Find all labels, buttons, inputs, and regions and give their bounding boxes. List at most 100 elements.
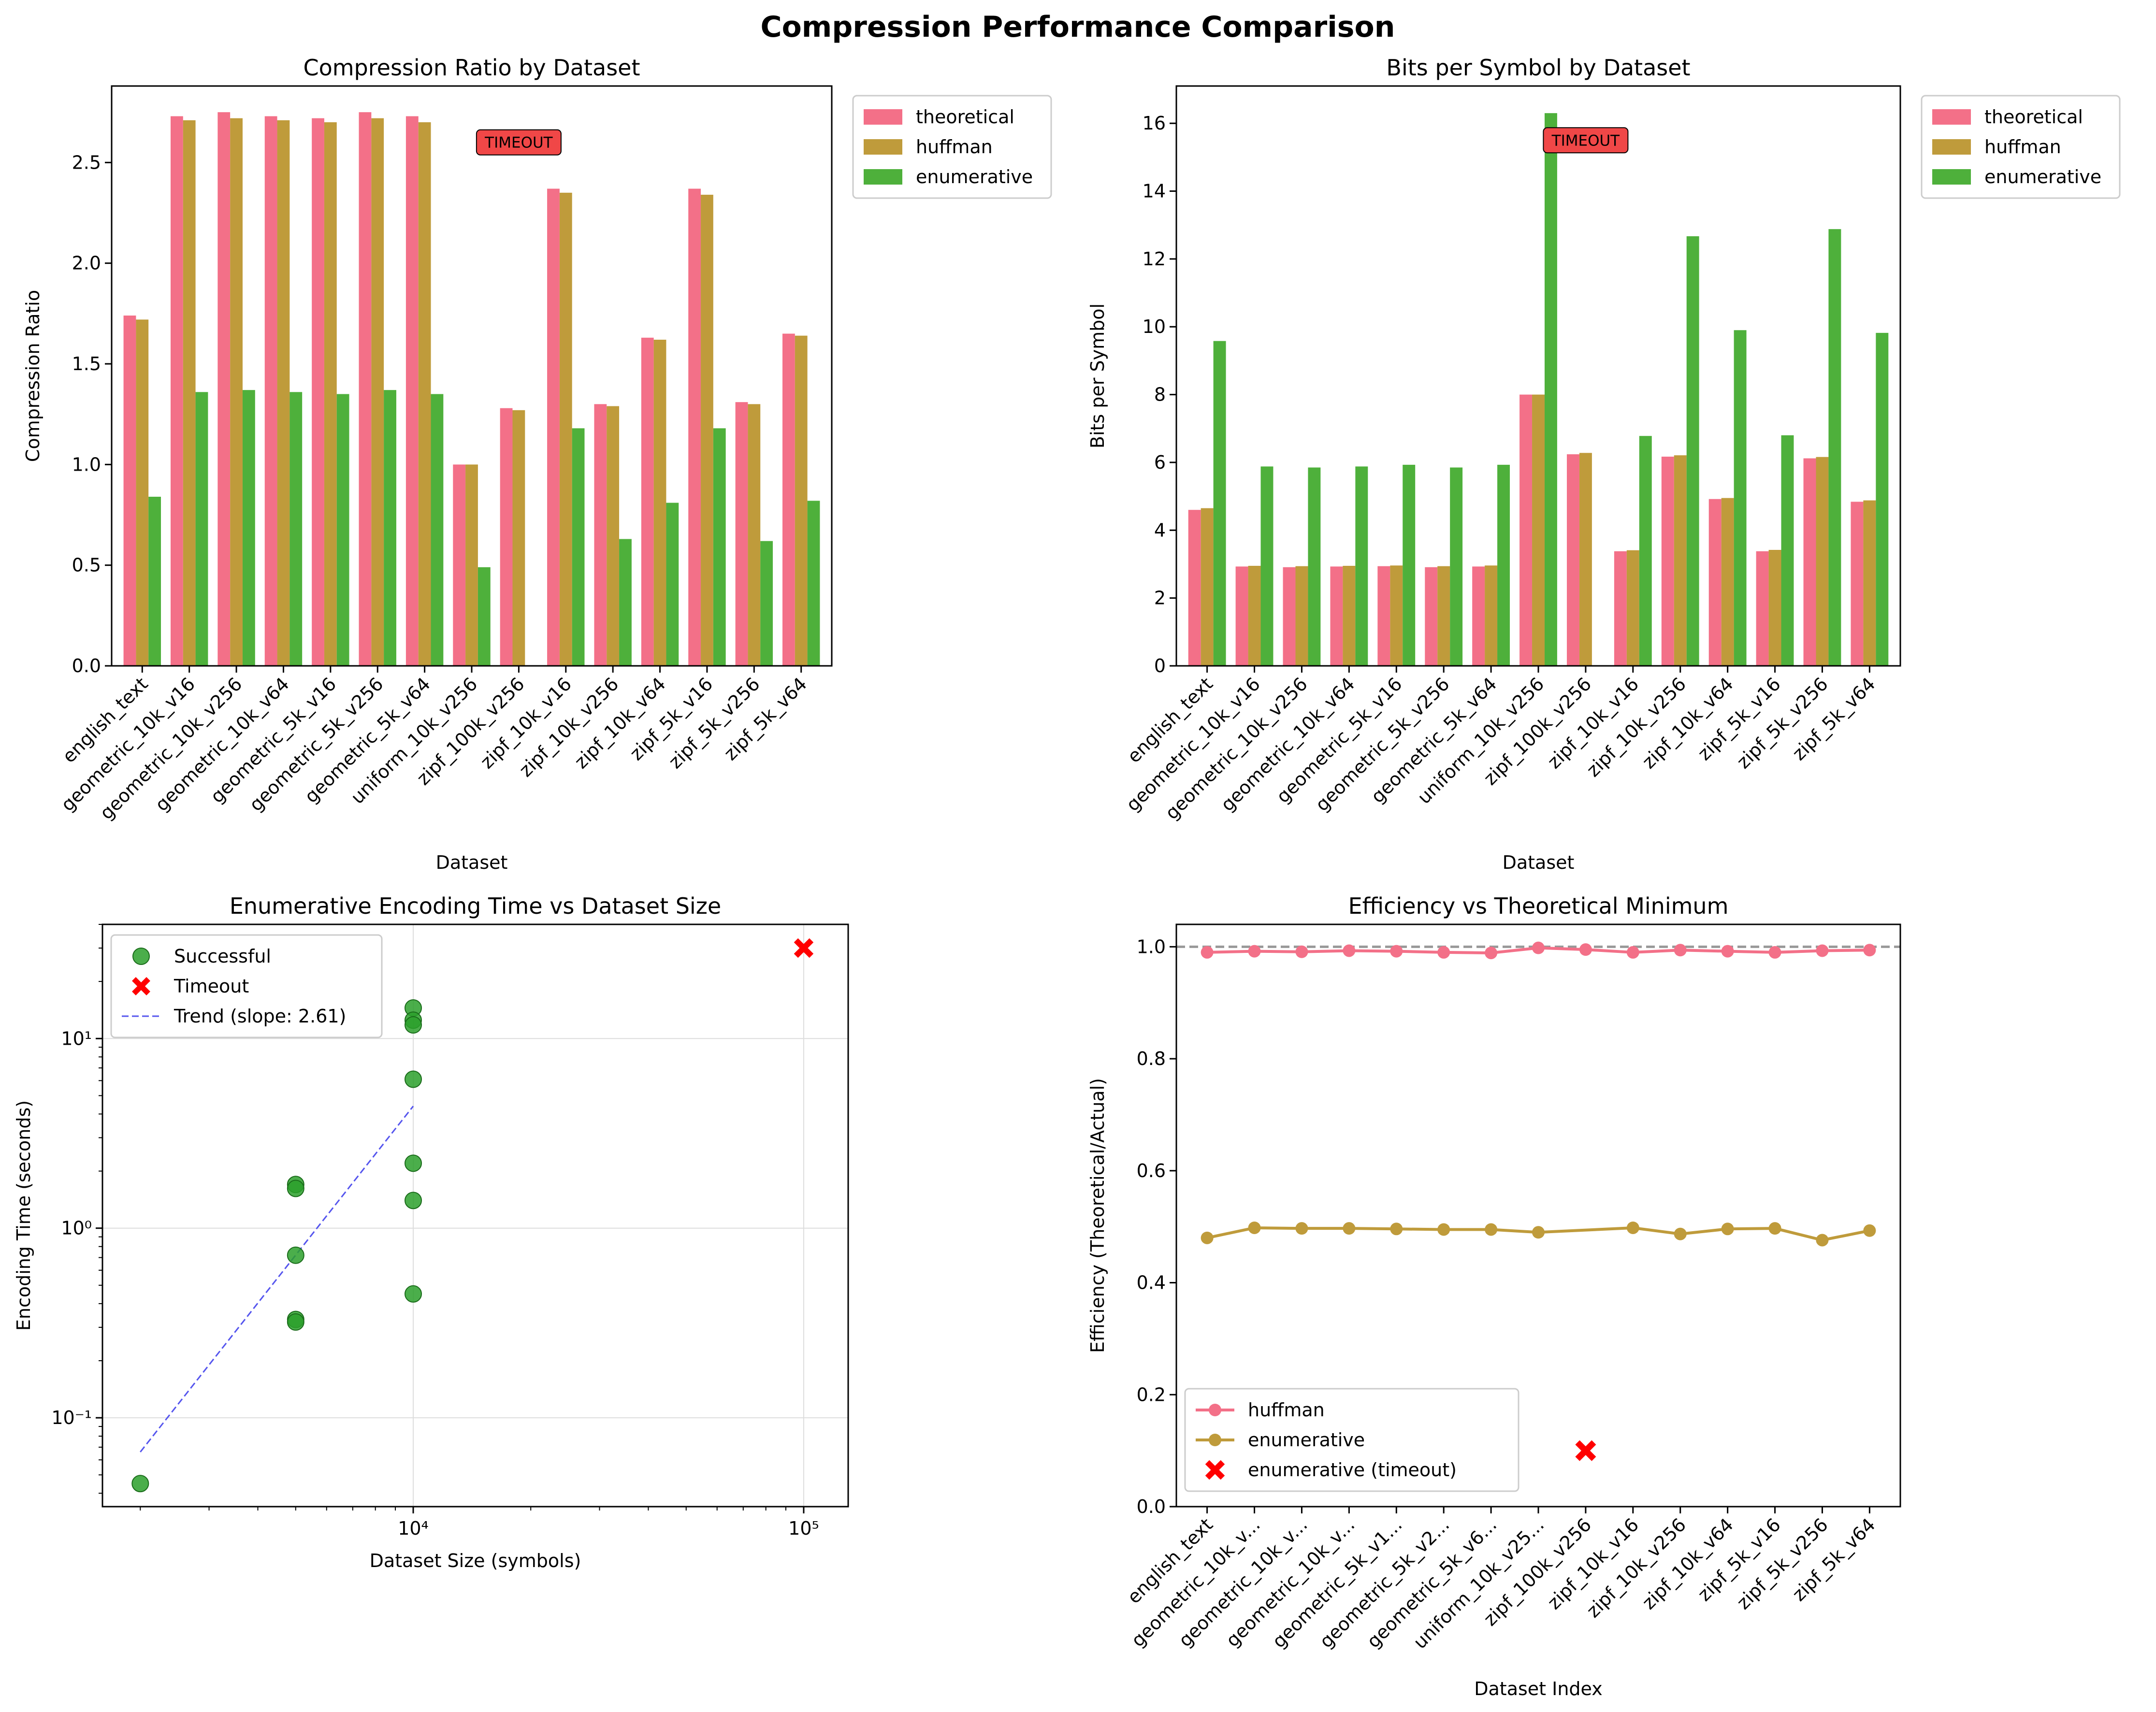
legend-swatch <box>1205 1460 1225 1480</box>
y-tick-label: 2.0 <box>72 253 101 274</box>
y-tick-label: 4 <box>1154 519 1166 541</box>
bar-theoretical <box>1756 551 1769 666</box>
point-huffman <box>1626 946 1639 959</box>
bar-huffman <box>653 340 666 666</box>
point-huffman <box>1437 946 1450 959</box>
point-huffman <box>1248 945 1261 958</box>
bar-theoretical <box>1519 394 1533 666</box>
point-huffman <box>1768 946 1781 959</box>
bar-enumerative <box>1876 332 1889 666</box>
series-line-enumerative <box>1207 1226 1870 1242</box>
bar-enumerative <box>1686 236 1699 666</box>
compression-ratio-chart: 0.00.51.01.52.02.5english_textgeometric_… <box>22 55 1052 873</box>
point-huffman <box>1390 945 1403 958</box>
bar-theoretical <box>1661 457 1674 666</box>
legend-swatch <box>864 169 902 185</box>
y-tick-label: 1.0 <box>72 454 101 475</box>
point-enumerative <box>1626 1221 1639 1234</box>
timeout-badge <box>476 129 562 156</box>
legend-swatch <box>1209 1434 1221 1446</box>
bar-enumerative <box>1308 467 1321 666</box>
chart-title: Enumerative Encoding Time vs Dataset Siz… <box>230 893 721 919</box>
y-tick-label: 10⁰ <box>61 1218 92 1239</box>
point-enumerative <box>1816 1234 1829 1247</box>
bar-enumerative <box>336 394 349 666</box>
point-enumerative <box>1721 1223 1734 1236</box>
bar-theoretical <box>1188 510 1201 666</box>
bar-huffman <box>1674 455 1687 666</box>
legend-label: enumerative (timeout) <box>1248 1459 1457 1481</box>
point-enumerative <box>1390 1223 1403 1236</box>
legend-label: enumerative <box>1248 1429 1365 1451</box>
y-tick-label: 2 <box>1154 588 1166 609</box>
successful-point <box>405 1016 422 1034</box>
timeout-badge-text: TIMEOUT <box>484 134 553 152</box>
y-tick-label: 0.0 <box>72 655 101 676</box>
bar-huffman <box>1626 550 1639 666</box>
legend-label: theoretical <box>1984 106 2083 128</box>
encoding-time-chart: 10⁴ 10⁵ 10⁻¹ 10⁰ 10¹ Enumerative Encoding Tim… <box>13 893 849 1571</box>
bar-theoretical <box>1614 551 1627 666</box>
successful-point <box>405 1070 422 1088</box>
bar-enumerative <box>1828 229 1841 666</box>
bar-theoretical <box>1330 566 1343 666</box>
bar-theoretical <box>547 188 560 666</box>
bar-enumerative <box>1403 464 1416 666</box>
bar-theoretical <box>123 316 136 666</box>
bar-huffman <box>1437 566 1450 666</box>
bar-theoretical <box>735 402 748 666</box>
bar-theoretical <box>1283 567 1296 666</box>
bar-theoretical <box>782 333 795 666</box>
legend-swatch <box>1932 169 1971 185</box>
bar-theoretical <box>312 118 324 666</box>
y-tick-label: 1.0 <box>1137 936 1166 957</box>
point-huffman <box>1201 946 1214 959</box>
bar-huffman <box>1532 394 1545 666</box>
trend-line <box>140 1106 414 1453</box>
bar-enumerative <box>713 428 726 666</box>
point-enumerative <box>1248 1221 1261 1234</box>
bar-huffman <box>1295 566 1308 666</box>
y-tick-label: 12 <box>1143 248 1166 270</box>
bar-theoretical <box>500 408 513 666</box>
bar-theoretical <box>359 112 372 666</box>
bar-theoretical <box>641 337 654 666</box>
bar-enumerative <box>1355 466 1368 666</box>
bar-huffman <box>1579 453 1592 666</box>
point-huffman <box>1579 943 1592 956</box>
point-huffman <box>1343 944 1356 957</box>
bar-enumerative <box>242 390 255 666</box>
bar-enumerative <box>1450 467 1463 666</box>
point-huffman <box>1674 944 1687 957</box>
successful-point <box>287 1180 304 1197</box>
bar-huffman <box>465 464 478 666</box>
bar-enumerative <box>619 539 632 666</box>
bar-enumerative <box>807 501 820 666</box>
bar-theoretical <box>1708 499 1722 666</box>
bar-enumerative <box>1213 341 1226 666</box>
point-enumerative <box>1343 1222 1356 1235</box>
y-tick-label: 6 <box>1154 452 1166 473</box>
point-enumerative <box>1485 1223 1498 1236</box>
point-huffman <box>1863 944 1876 957</box>
point-huffman <box>1721 945 1734 958</box>
chart-title: Bits per Symbol by Dataset <box>1386 55 1690 81</box>
point-huffman <box>1532 941 1545 954</box>
x-axis-label: Dataset Index <box>1474 1678 1603 1699</box>
y-tick-label: 0.2 <box>1137 1384 1166 1405</box>
bar-huffman <box>1201 508 1214 666</box>
bar-theoretical <box>1472 566 1485 666</box>
bar-theoretical <box>405 116 419 666</box>
point-huffman <box>1295 945 1308 958</box>
bar-huffman <box>230 118 243 666</box>
bar-huffman <box>559 192 572 666</box>
bar-enumerative <box>1639 436 1652 666</box>
bar-huffman <box>418 122 431 666</box>
point-huffman <box>1816 944 1829 957</box>
timeout-badge-text: TIMEOUT <box>1551 132 1621 149</box>
timeout-badge <box>1543 127 1629 154</box>
y-axis-label: Encoding Time (seconds) <box>13 1100 34 1331</box>
bar-theoretical <box>1566 454 1579 666</box>
bar-enumerative <box>1260 466 1273 666</box>
bar-enumerative <box>478 567 491 666</box>
